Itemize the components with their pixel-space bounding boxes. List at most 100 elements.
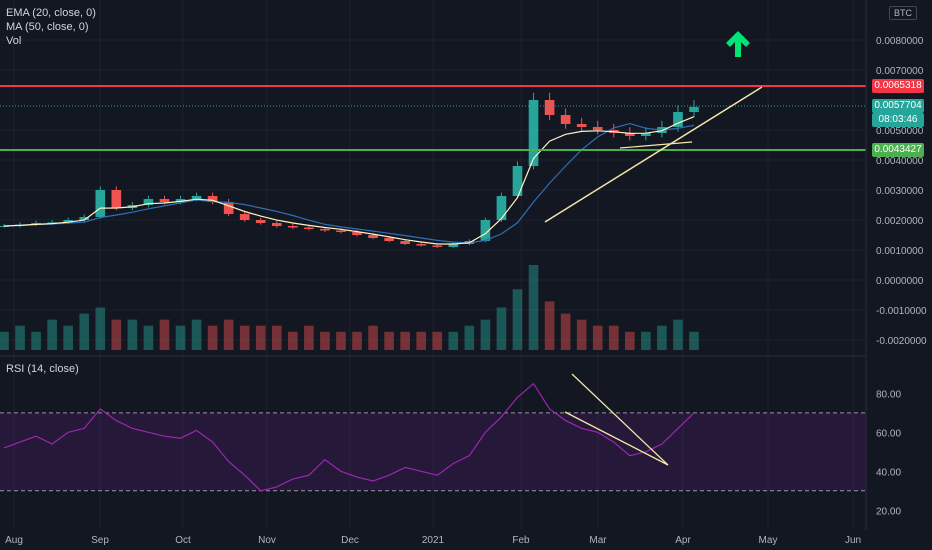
rsi-tick-label: 80.00 bbox=[876, 389, 901, 400]
volume-bar bbox=[31, 331, 41, 350]
volume-bar bbox=[47, 319, 57, 350]
volume-bar bbox=[207, 325, 218, 350]
candle-body bbox=[689, 106, 699, 112]
chart-grid bbox=[0, 0, 866, 530]
ema-line bbox=[3, 116, 695, 245]
volume-bar bbox=[384, 331, 394, 350]
volume-bar bbox=[480, 319, 491, 350]
candle-body bbox=[111, 190, 122, 208]
candle-body bbox=[47, 222, 57, 224]
candle-body bbox=[496, 196, 507, 220]
candle-body bbox=[368, 235, 378, 238]
price-tick-label: 0.0050000 bbox=[876, 126, 924, 137]
price-tick-label: 0.0000000 bbox=[876, 276, 924, 287]
volume-bar bbox=[95, 307, 106, 350]
candle-body bbox=[544, 100, 555, 115]
volume-bar bbox=[239, 325, 250, 350]
currency-badge[interactable]: BTC bbox=[889, 6, 917, 20]
volume-bar bbox=[288, 331, 298, 350]
volume-bar bbox=[79, 313, 90, 350]
trendline-price-2[interactable] bbox=[619, 141, 693, 149]
volume-bar bbox=[528, 265, 539, 350]
legend-ma[interactable]: MA (50, close, 0) bbox=[6, 21, 89, 33]
candle-body bbox=[320, 229, 330, 231]
candle-body bbox=[79, 217, 90, 220]
volume-bar bbox=[175, 325, 186, 350]
volume-bar bbox=[592, 325, 603, 350]
time-tick-label: Dec bbox=[341, 535, 359, 546]
volume-bar bbox=[657, 325, 667, 350]
candle-body bbox=[288, 226, 298, 228]
candle-body bbox=[384, 238, 394, 241]
candle-body bbox=[271, 223, 282, 226]
price-axis: 0.0080000 0.0070000 0.0050000 0.0040000 0.00… bbox=[876, 36, 927, 347]
rsi-trendline-1[interactable] bbox=[571, 373, 669, 466]
candle-body bbox=[191, 196, 202, 199]
volume-bar bbox=[320, 331, 330, 350]
candle-body bbox=[432, 245, 443, 247]
candle-body bbox=[159, 199, 170, 202]
time-tick-label: Aug bbox=[5, 535, 23, 546]
rsi-tick-label: 20.00 bbox=[876, 506, 901, 517]
candle-body bbox=[641, 133, 651, 136]
candle-body bbox=[31, 223, 41, 225]
volume-bar bbox=[576, 319, 587, 350]
volume-bar bbox=[608, 325, 619, 350]
legend-rsi[interactable]: RSI (14, close) bbox=[6, 363, 79, 375]
candle-body bbox=[175, 199, 186, 202]
time-tick-label: Sep bbox=[91, 535, 109, 546]
time-tick-label: Jun bbox=[845, 535, 861, 546]
legend-ema[interactable]: EMA (20, close, 0) bbox=[6, 7, 96, 19]
candle-body bbox=[207, 196, 218, 202]
volume-bar bbox=[111, 319, 122, 350]
price-tick-label: 0.0030000 bbox=[876, 186, 924, 197]
price-tick-label: -0.0010000 bbox=[876, 306, 927, 317]
current-price-badge: 0.0057704 bbox=[872, 99, 924, 113]
time-tick-label: Apr bbox=[675, 535, 691, 546]
volume-bar bbox=[191, 319, 202, 350]
candle-body bbox=[255, 220, 266, 223]
price-tick-label: 0.0010000 bbox=[876, 246, 924, 257]
rsi-tick-label: 60.00 bbox=[876, 428, 901, 439]
volume-bar bbox=[336, 331, 346, 350]
volume-bar bbox=[689, 331, 699, 350]
volume-bar bbox=[368, 325, 378, 350]
trendline-price[interactable] bbox=[544, 86, 763, 223]
price-tick-label: 0.0070000 bbox=[876, 66, 924, 77]
candle-body bbox=[239, 214, 250, 220]
volume-bar bbox=[432, 331, 443, 350]
candle-body bbox=[592, 127, 603, 130]
legend-vol[interactable]: Vol bbox=[6, 35, 22, 47]
volume-bar bbox=[560, 313, 571, 350]
volume-bar bbox=[496, 307, 507, 350]
candle-body bbox=[512, 166, 523, 196]
volume-bar bbox=[223, 319, 234, 350]
volume-bar bbox=[352, 331, 362, 350]
candle-body bbox=[480, 220, 491, 241]
volume-bar bbox=[641, 331, 651, 350]
time-tick-label: Mar bbox=[589, 535, 607, 546]
volume-bar bbox=[63, 325, 73, 350]
price-tick-label: 0.0080000 bbox=[876, 36, 924, 47]
candle-body bbox=[95, 190, 106, 217]
volume-bar bbox=[544, 301, 555, 350]
up-arrow-icon bbox=[722, 28, 754, 65]
countdown-badge: 08:03:46 bbox=[872, 113, 924, 127]
candle-body bbox=[625, 133, 635, 136]
volume-bar bbox=[416, 331, 427, 350]
candle-body bbox=[400, 241, 410, 244]
volume-bar bbox=[271, 325, 282, 350]
volume-bar bbox=[448, 331, 459, 350]
price-tick-label: 0.0040000 bbox=[876, 156, 924, 167]
price-tick-label: 0.0020000 bbox=[876, 216, 924, 227]
volume-bar bbox=[159, 319, 170, 350]
volume-bar bbox=[304, 325, 314, 350]
rsi-trendline-2[interactable] bbox=[564, 411, 669, 466]
price-tick-label: -0.0020000 bbox=[876, 336, 927, 347]
rsi-tick-label: 40.00 bbox=[876, 467, 901, 478]
candle-body bbox=[560, 115, 571, 124]
candle-body bbox=[336, 230, 346, 232]
candle-body bbox=[448, 244, 459, 247]
rsi-band bbox=[0, 412, 866, 491]
